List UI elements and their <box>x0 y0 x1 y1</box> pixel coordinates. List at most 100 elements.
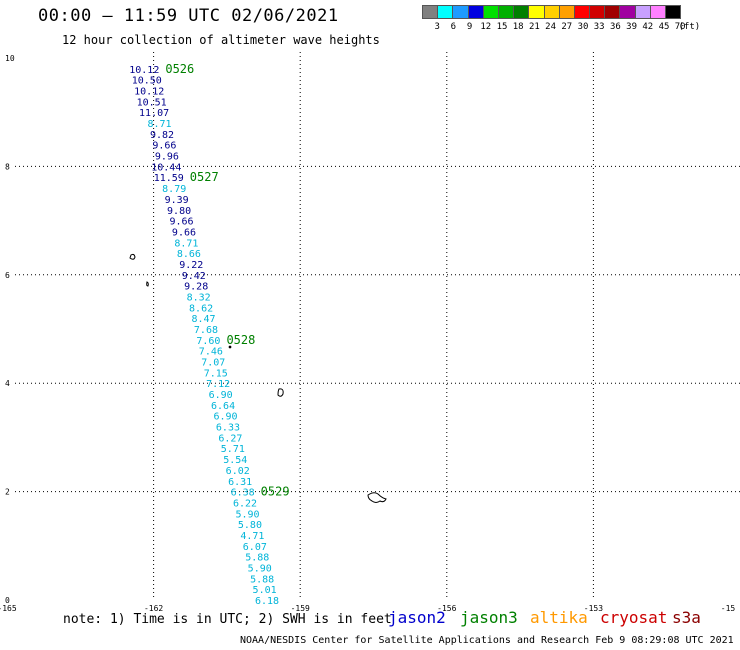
x-tick-label: -159 <box>291 604 310 613</box>
color-legend-label: 3 <box>434 22 440 32</box>
swh-label: 10.44 <box>151 162 181 173</box>
swh-track: 10.1210.5010.1210.5111.078.719.829.669.9… <box>129 65 279 607</box>
color-legend-label: 6 <box>450 22 457 32</box>
time-labels: 0526 0527 0528 0529 <box>165 62 289 499</box>
island-outline <box>367 492 387 503</box>
swh-label: 5.80 <box>238 520 262 531</box>
swh-label: 5.90 <box>235 509 259 520</box>
swh-label: 4.71 <box>240 531 264 542</box>
swh-label: 9.66 <box>172 227 196 238</box>
satellite-legend-item: s3a <box>672 608 701 627</box>
swh-label: 6.90 <box>209 390 233 401</box>
color-legend-label: (ft) <box>678 22 701 32</box>
swh-label: 9.80 <box>167 206 191 217</box>
color-legend <box>422 5 682 19</box>
map-subtitle: 12 hour collection of altimeter wave hei… <box>62 33 380 47</box>
swh-label: 9.66 <box>152 141 176 152</box>
swh-label: 6.07 <box>243 542 267 553</box>
swh-label: 6.27 <box>218 433 242 444</box>
x-tick-label: -153 <box>584 604 603 613</box>
satellite-legend-item: jason2 <box>388 608 446 627</box>
swh-label: 6.22 <box>233 498 257 509</box>
color-legend-label: 15 <box>496 22 508 32</box>
swh-label: 11.07 <box>139 108 169 119</box>
swh-label: 10.12 <box>134 87 164 98</box>
color-swatch <box>665 5 682 19</box>
swh-label: 7.60 <box>196 336 220 347</box>
color-legend-label: 27 <box>561 22 573 32</box>
grid-lines <box>15 52 740 600</box>
satellite-legend-item: jason3 <box>460 608 518 627</box>
island-outline <box>129 253 136 260</box>
swh-label: 6.02 <box>226 466 250 477</box>
island-outline <box>277 388 284 397</box>
y-tick-label: 4 <box>5 379 10 388</box>
map-title: 00:00 – 11:59 UTC 02/06/2021 <box>38 6 339 26</box>
time-label: 0527 <box>190 170 219 184</box>
x-tick-label: -156 <box>437 604 456 613</box>
swh-label: 9.96 <box>155 152 179 163</box>
axis-ticks: -165 -162 -159 -156 -153 -15 0 2 4 6 8 10 <box>0 54 735 613</box>
swh-label: 8.32 <box>187 292 211 303</box>
satellite-legend-item: altika <box>530 608 588 627</box>
swh-label: 6.38 <box>231 488 255 499</box>
color-legend-label: 30 <box>577 22 589 32</box>
swh-label: 8.79 <box>162 184 186 195</box>
color-legend-label: 39 <box>626 22 638 32</box>
swh-label: 5.90 <box>248 563 272 574</box>
time-label: 0528 <box>226 333 255 347</box>
swh-label: 8.62 <box>189 303 213 314</box>
swh-label: 6.31 <box>228 477 252 488</box>
color-legend-label: 18 <box>512 22 524 32</box>
swh-label: 5.88 <box>245 553 269 564</box>
swh-label: 7.68 <box>194 325 218 336</box>
color-legend-label: 24 <box>545 22 557 32</box>
swh-label: 8.71 <box>147 119 171 130</box>
swh-label: 7.07 <box>201 358 225 369</box>
island-outline <box>146 281 149 287</box>
color-legend-label: 9 <box>466 22 473 32</box>
swh-label: 9.28 <box>184 282 208 293</box>
color-legend-label: 33 <box>593 22 605 32</box>
swh-label: 8.71 <box>174 238 198 249</box>
color-legend-label: 21 <box>528 22 540 32</box>
time-label: 0529 <box>261 485 290 499</box>
swh-label: 5.01 <box>253 585 277 596</box>
swh-label: 6.64 <box>211 401 235 412</box>
swh-label: 8.66 <box>177 249 201 260</box>
islands <box>129 253 387 503</box>
satellite-legend-item: cryosat <box>600 608 668 627</box>
swh-label: 6.18 <box>255 596 279 607</box>
credit-line: NOAA/NESDIS Center for Satellite Applica… <box>240 635 734 646</box>
y-tick-label: 8 <box>5 162 10 171</box>
swh-label: 5.71 <box>221 444 245 455</box>
swh-label: 10.12 <box>129 65 159 76</box>
swh-label: 9.42 <box>182 271 206 282</box>
y-tick-label: 6 <box>5 271 10 280</box>
swh-label: 9.22 <box>179 260 203 271</box>
y-tick-label: 10 <box>5 54 15 63</box>
swh-label: 5.54 <box>223 455 247 466</box>
swh-label: 6.33 <box>216 423 240 434</box>
swh-label: 6.90 <box>213 412 237 423</box>
color-legend-label: 42 <box>642 22 654 32</box>
color-legend-label: 70 <box>674 22 686 32</box>
y-tick-label: 0 <box>5 596 10 605</box>
swh-label: 7.15 <box>204 368 228 379</box>
swh-label: 5.88 <box>250 574 274 585</box>
footnote: note: 1) Time is in UTC; 2) SWH is in fe… <box>63 612 392 627</box>
swh-label: 8.47 <box>191 314 215 325</box>
swh-label: 10.51 <box>137 97 167 108</box>
swh-label: 9.39 <box>165 195 189 206</box>
color-legend-label: 12 <box>480 22 492 32</box>
color-legend-label: 36 <box>609 22 621 32</box>
color-legend-label: 45 <box>658 22 670 32</box>
swh-label: 10.50 <box>132 76 162 87</box>
x-tick-label: -165 <box>0 604 17 613</box>
x-tick-label: -15 <box>721 604 736 613</box>
swh-label: 11.59 <box>154 173 184 184</box>
time-label: 0526 <box>165 62 194 76</box>
y-tick-label: 2 <box>5 488 10 497</box>
swh-label: 9.66 <box>169 217 193 228</box>
swh-label: 7.12 <box>206 379 230 390</box>
